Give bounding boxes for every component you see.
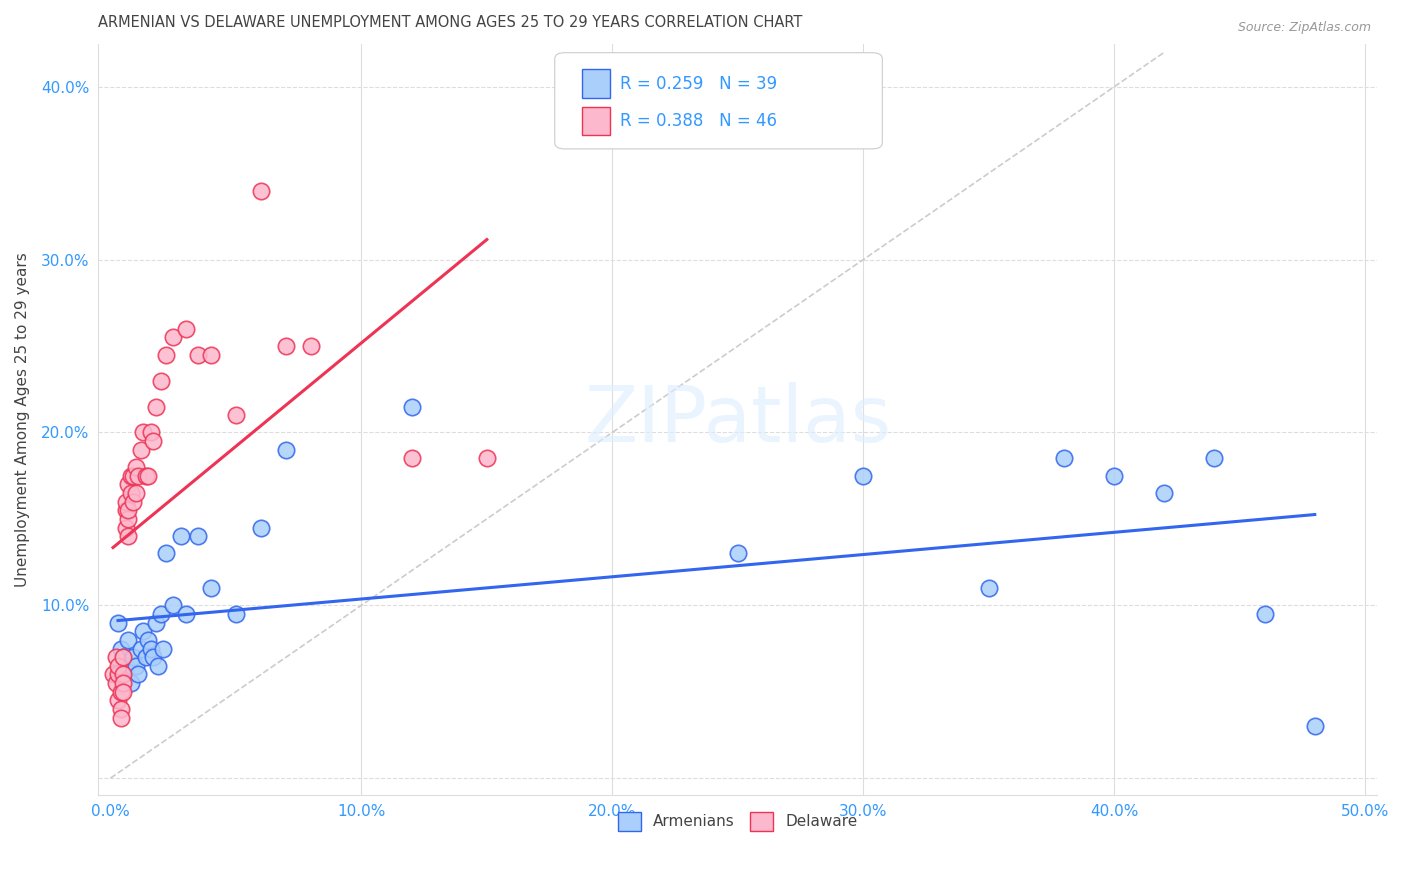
Point	[112, 667, 135, 681]
Point	[124, 460, 146, 475]
FancyBboxPatch shape	[582, 107, 610, 136]
Point	[110, 702, 132, 716]
Point	[1153, 486, 1175, 500]
Point	[114, 503, 136, 517]
Point	[139, 425, 162, 440]
Point	[114, 520, 136, 534]
Point	[852, 468, 875, 483]
Point	[299, 339, 322, 353]
Point	[145, 615, 167, 630]
Point	[122, 650, 145, 665]
Point	[162, 599, 184, 613]
Point	[122, 494, 145, 508]
Point	[112, 684, 135, 698]
Point	[274, 442, 297, 457]
Point	[110, 711, 132, 725]
Point	[112, 667, 135, 681]
FancyBboxPatch shape	[555, 53, 883, 149]
Point	[120, 468, 142, 483]
Point	[117, 632, 139, 647]
Point	[112, 676, 135, 690]
Legend: Armenians, Delaware: Armenians, Delaware	[612, 805, 863, 837]
Point	[117, 529, 139, 543]
Point	[200, 581, 222, 595]
Point	[250, 520, 273, 534]
Point	[200, 348, 222, 362]
Point	[132, 624, 155, 639]
Point	[187, 348, 209, 362]
Text: ARMENIAN VS DELAWARE UNEMPLOYMENT AMONG AGES 25 TO 29 YEARS CORRELATION CHART: ARMENIAN VS DELAWARE UNEMPLOYMENT AMONG …	[98, 15, 803, 30]
Point	[1102, 468, 1125, 483]
Point	[117, 503, 139, 517]
Point	[170, 529, 193, 543]
Point	[129, 442, 152, 457]
Point	[132, 425, 155, 440]
Point	[250, 184, 273, 198]
Point	[112, 650, 135, 665]
Point	[110, 684, 132, 698]
Point	[155, 546, 177, 560]
Point	[1253, 607, 1275, 621]
Point	[142, 650, 165, 665]
Point	[110, 641, 132, 656]
Point	[136, 468, 159, 483]
Point	[135, 468, 157, 483]
Point	[104, 676, 127, 690]
Point	[149, 374, 172, 388]
Text: ZIPatlas: ZIPatlas	[585, 382, 891, 458]
Point	[174, 607, 197, 621]
Point	[124, 486, 146, 500]
Point	[152, 641, 174, 656]
Point	[187, 529, 209, 543]
Point	[127, 667, 149, 681]
Point	[124, 658, 146, 673]
Point	[142, 434, 165, 449]
Point	[107, 658, 129, 673]
Point	[162, 330, 184, 344]
Point	[127, 468, 149, 483]
Text: R = 0.388   N = 46: R = 0.388 N = 46	[620, 112, 778, 130]
Point	[225, 607, 247, 621]
Point	[146, 658, 169, 673]
Point	[1204, 451, 1226, 466]
Text: Source: ZipAtlas.com: Source: ZipAtlas.com	[1237, 21, 1371, 34]
Point	[1303, 719, 1326, 733]
Point	[475, 451, 498, 466]
Point	[401, 451, 423, 466]
FancyBboxPatch shape	[582, 70, 610, 98]
Point	[1053, 451, 1076, 466]
Point	[155, 348, 177, 362]
Point	[977, 581, 1000, 595]
Point	[114, 494, 136, 508]
Y-axis label: Unemployment Among Ages 25 to 29 years: Unemployment Among Ages 25 to 29 years	[15, 252, 30, 587]
Point	[274, 339, 297, 353]
Text: R = 0.259   N = 39: R = 0.259 N = 39	[620, 75, 778, 93]
Point	[727, 546, 749, 560]
Point	[139, 641, 162, 656]
Point	[107, 615, 129, 630]
Point	[136, 632, 159, 647]
Point	[120, 676, 142, 690]
Point	[225, 408, 247, 422]
Point	[135, 650, 157, 665]
Point	[129, 641, 152, 656]
Point	[174, 322, 197, 336]
Point	[145, 400, 167, 414]
Point	[117, 512, 139, 526]
Point	[104, 650, 127, 665]
Point	[117, 477, 139, 491]
Point	[120, 486, 142, 500]
Point	[149, 607, 172, 621]
Point	[122, 468, 145, 483]
Point	[401, 400, 423, 414]
Point	[107, 693, 129, 707]
Point	[114, 658, 136, 673]
Point	[101, 667, 124, 681]
Point	[112, 650, 135, 665]
Point	[107, 667, 129, 681]
